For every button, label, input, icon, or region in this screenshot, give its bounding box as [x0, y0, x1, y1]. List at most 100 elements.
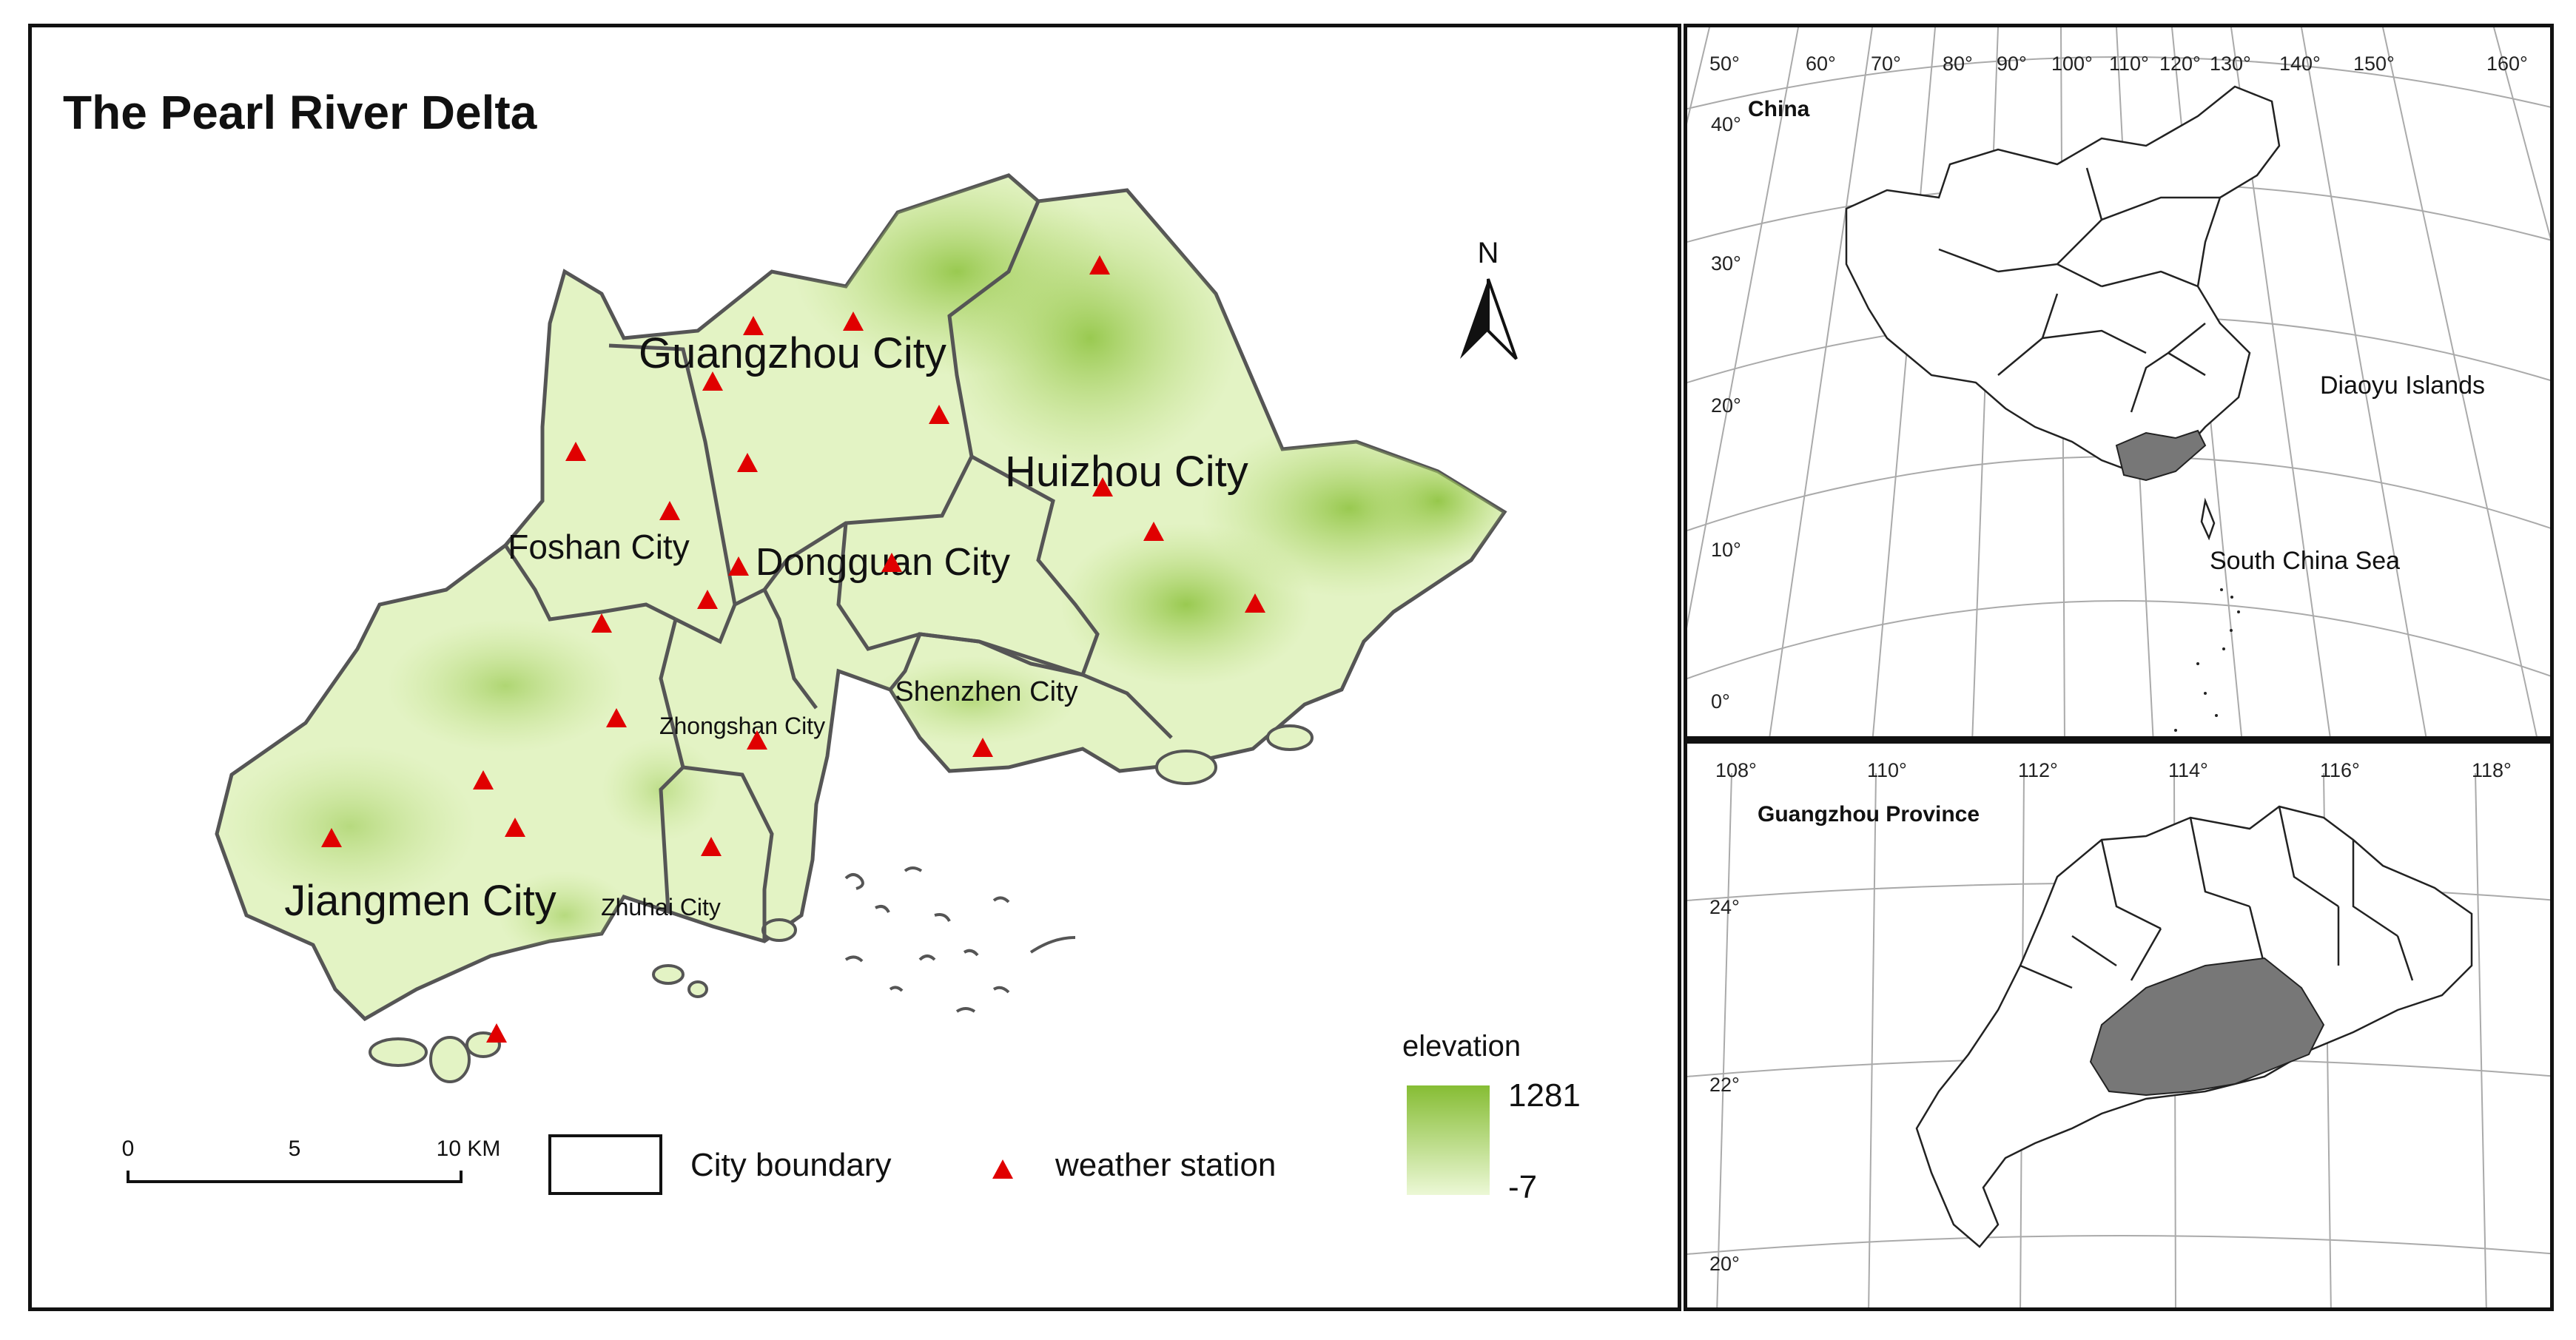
weather-station-marker: [697, 590, 718, 609]
main-map-panel: The Pearl River Delta: [28, 24, 1681, 1311]
legend-station-label: weather station: [1055, 1147, 1276, 1183]
legend-elevation-max: 1281: [1508, 1077, 1581, 1114]
legend-elevation-ramp: [1407, 1085, 1490, 1195]
lat-label: 24°: [1709, 896, 1740, 918]
weather-station-marker: [702, 371, 723, 391]
china-lon-labels: 50° 60° 70° 80° 90° 100° 110° 120° 130° …: [1709, 53, 2528, 75]
lon-label: 130°: [2210, 53, 2251, 75]
legend-elevation-min: -7: [1508, 1169, 1537, 1205]
weather-station-marker: [843, 312, 864, 331]
scale-bar-line: [127, 1171, 463, 1183]
lon-label: 116°: [2320, 759, 2360, 781]
lon-label: 60°: [1806, 53, 1836, 75]
city-label-dongguan: Dongguan City: [756, 541, 1010, 584]
china-inset-title: China: [1748, 97, 1810, 121]
south-sea-islets: [2174, 588, 2240, 732]
scale-bar-tick-10: 10 KM: [437, 1137, 501, 1161]
city-label-zhongshan: Zhongshan City: [659, 713, 825, 739]
lon-label: 50°: [1709, 53, 1740, 75]
province-lat-labels: 24° 22° 20°: [1709, 896, 1740, 1275]
north-arrow-icon: [1460, 279, 1488, 359]
lon-label: 90°: [1997, 53, 2027, 75]
province-inset-title: Guangzhou Province: [1758, 802, 1980, 826]
lat-label: 40°: [1711, 113, 1741, 135]
weather-station-marker: [1143, 522, 1164, 541]
weather-station-marker: [591, 613, 612, 633]
city-label-zhuhai: Zhuhai City: [601, 894, 721, 920]
city-labels: Guangzhou City Huizhou City Foshan City …: [284, 329, 1248, 925]
province-inset-canvas: Guangzhou Province 108° 110° 112° 114° 1…: [1687, 759, 2550, 1307]
lon-label: 70°: [1871, 53, 1901, 75]
north-arrow-icon-half: [1487, 278, 1518, 360]
lon-label: 120°: [2159, 53, 2201, 75]
prd-highlight: [2089, 957, 2325, 1097]
lon-label: 114°: [2168, 759, 2208, 781]
province-inset-panel: Guangzhou Province 108° 110° 112° 114° 1…: [1684, 740, 2554, 1311]
lat-label: 20°: [1711, 394, 1741, 417]
weather-station-marker: [737, 453, 758, 472]
lon-label: 110°: [1867, 759, 1907, 781]
scale-bar: 0 5 10 KM: [122, 1137, 501, 1183]
legend-boundary-label: City boundary: [690, 1147, 891, 1183]
scale-bar-tick-5: 5: [289, 1137, 301, 1161]
guangdong-highlight: [2115, 429, 2207, 482]
weather-station-marker: [747, 730, 767, 750]
china-inset-panel: China Diaoyu Islands South China Sea 50°…: [1684, 24, 2554, 740]
weather-station-marker: [473, 770, 494, 789]
scale-bar-tick-0: 0: [122, 1137, 135, 1161]
lat-label: 0°: [1711, 690, 1730, 713]
lon-label: 118°: [2472, 759, 2512, 781]
city-label-huizhou: Huizhou City: [1005, 448, 1248, 496]
china-lat-labels: 40° 30° 20° 10° 0°: [1711, 113, 1741, 713]
legend-boundary-swatch: [548, 1134, 662, 1195]
lat-label: 10°: [1711, 539, 1741, 561]
weather-station-marker: [1092, 477, 1113, 496]
lon-label: 140°: [2279, 53, 2321, 75]
city-label-shenzhen: Shenzhen City: [895, 676, 1077, 707]
city-boundaries: [503, 201, 1173, 941]
weather-station-marker: [972, 738, 993, 757]
lon-label: 150°: [2353, 53, 2395, 75]
china-inset-canvas: China Diaoyu Islands South China Sea 50°…: [1687, 27, 2550, 736]
lon-label: 160°: [2486, 53, 2528, 75]
weather-station-marker: [929, 405, 949, 424]
legend: City boundary weather station elevation …: [548, 1030, 1581, 1205]
weather-station-marker: [321, 828, 342, 847]
south-sea-label: South China Sea: [2210, 547, 2400, 575]
weather-station-marker: [1245, 593, 1265, 613]
weather-station-marker: [881, 553, 902, 572]
small-islets: [844, 866, 1076, 1013]
china-outline: [1845, 85, 2281, 541]
weather-station-marker: [606, 708, 627, 727]
lon-label: 110°: [2109, 53, 2149, 75]
lon-label: 100°: [2051, 53, 2093, 75]
lat-label: 30°: [1711, 252, 1741, 275]
province-lon-labels: 108° 110° 112° 114° 116° 118°: [1715, 759, 2512, 781]
city-label-foshan-text: Foshan City: [508, 528, 689, 566]
weather-station-marker: [701, 837, 722, 856]
city-label-foshan: Foshan City: [508, 528, 689, 566]
weather-station-marker: [743, 316, 764, 335]
north-arrow: N: [1460, 237, 1518, 360]
city-label-jiangmen: Jiangmen City: [284, 877, 556, 925]
weather-station-marker: [659, 501, 680, 520]
weather-station-marker: [1089, 255, 1110, 275]
map-title: The Pearl River Delta: [63, 86, 537, 139]
diaoyu-label: Diaoyu Islands: [2320, 371, 2485, 400]
weather-station-marker: [486, 1023, 507, 1043]
city-label-guangzhou: Guangzhou City: [639, 329, 946, 377]
lat-label: 22°: [1709, 1074, 1740, 1096]
legend-station-icon: [992, 1159, 1013, 1179]
weather-station-marker: [565, 442, 586, 461]
weather-station-marker: [728, 556, 749, 576]
weather-stations: [321, 255, 1265, 1043]
north-arrow-label: N: [1478, 237, 1499, 269]
main-map-canvas: Guangzhou City Huizhou City Foshan City …: [122, 173, 1581, 1205]
lon-label: 108°: [1715, 759, 1757, 781]
islands: [369, 724, 1314, 1083]
lon-label: 80°: [1943, 53, 1973, 75]
lat-label: 20°: [1709, 1253, 1740, 1275]
weather-station-marker: [505, 818, 525, 837]
legend-elevation-title: elevation: [1402, 1030, 1521, 1063]
lon-label: 112°: [2018, 759, 2058, 781]
